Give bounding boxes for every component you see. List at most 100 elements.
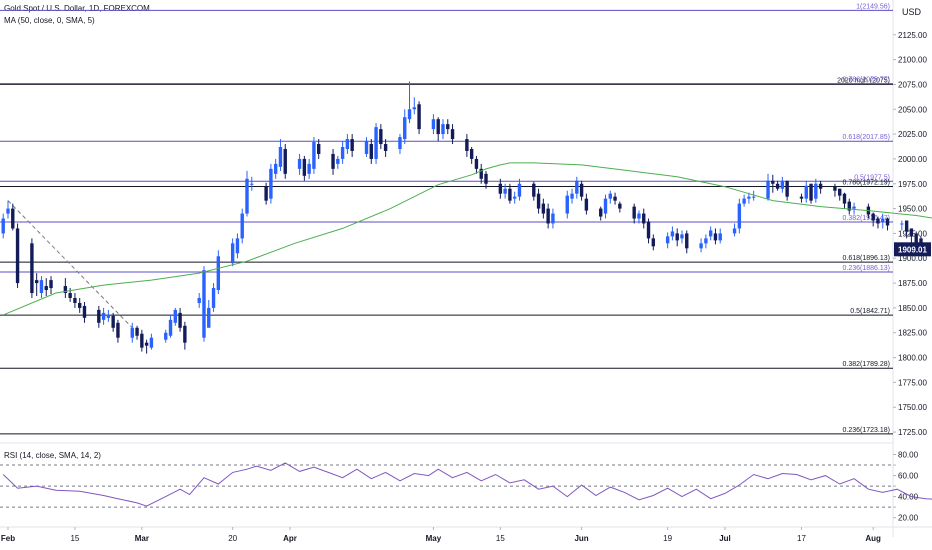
- candle-body: [278, 147, 283, 167]
- candle-body: [570, 193, 574, 199]
- price-axis-tick-label: 1875.00: [898, 279, 927, 288]
- level-label: 0.236(1723.18): [843, 427, 890, 434]
- level-label: 0.382(1936.47): [843, 215, 890, 222]
- candle-body: [642, 213, 646, 224]
- candle-body: [517, 183, 522, 197]
- candle-body: [407, 109, 412, 120]
- time-axis-tick-label: 15: [70, 534, 79, 543]
- level-label: 1(2149.56): [856, 3, 890, 10]
- candle-body: [637, 213, 641, 219]
- candle-body: [269, 168, 273, 199]
- candle-body: [317, 144, 321, 154]
- candle-body: [111, 315, 115, 328]
- candle-body: [732, 228, 737, 234]
- candle-body: [704, 238, 708, 244]
- candle-body: [350, 139, 354, 151]
- candle-body: [106, 314, 111, 318]
- candle-body: [474, 158, 479, 169]
- candle-body: [207, 307, 211, 328]
- candle-body: [833, 186, 837, 191]
- candle-body: [369, 144, 373, 159]
- price-axis-tick-label: 2100.00: [898, 56, 927, 65]
- level-label: 0.5(1842.71): [850, 308, 890, 315]
- time-axis-tick-label: 19: [663, 534, 672, 543]
- candle-body: [469, 148, 474, 159]
- rsi-axis-tick-label: 40.00: [898, 493, 919, 502]
- candle-body: [799, 196, 804, 199]
- rsi-axis-tick-label: 20.00: [898, 514, 919, 523]
- candle-body: [245, 178, 249, 214]
- price-axis-tick-label: 1775.00: [898, 378, 927, 387]
- candle-body: [747, 196, 751, 199]
- candle-body: [379, 129, 383, 145]
- candle-body: [584, 198, 589, 211]
- level-label: 0.382(1789.28): [843, 361, 890, 368]
- candle-body: [900, 223, 904, 225]
- candle-body: [852, 206, 856, 209]
- candle-body: [737, 203, 742, 229]
- candle-body: [183, 325, 187, 343]
- level-label: 0.618(1896.13): [843, 255, 890, 262]
- candle-body: [780, 180, 785, 189]
- price-axis-tick-label: 1750.00: [898, 403, 927, 412]
- candle-body: [541, 203, 546, 214]
- time-axis-tick-label: Aug: [865, 534, 881, 543]
- candle-body: [34, 280, 39, 284]
- candle-body: [307, 163, 311, 174]
- candle-body: [39, 280, 44, 294]
- candle-body: [718, 233, 722, 241]
- last-price-tag: [894, 242, 931, 257]
- time-axis-tick-label: Jul: [719, 534, 731, 543]
- candle-body: [847, 201, 851, 211]
- candle-body: [446, 124, 450, 130]
- candle-body: [665, 236, 670, 244]
- candle-body: [479, 168, 483, 179]
- candle-body: [345, 139, 350, 149]
- candle-body: [130, 327, 134, 338]
- candle-body: [508, 188, 512, 201]
- candle-body: [164, 332, 168, 340]
- candle-body: [250, 183, 254, 185]
- candle-body: [804, 185, 808, 199]
- candle-body: [6, 208, 10, 214]
- price-axis-tick-label: 2025.00: [898, 130, 927, 139]
- candle-body: [30, 243, 34, 294]
- candle-body: [297, 158, 302, 169]
- candle-body: [685, 233, 689, 249]
- candle-body: [230, 243, 235, 264]
- time-axis-tick-label: Apr: [283, 534, 297, 543]
- candle-body: [871, 213, 875, 221]
- candle-body: [383, 144, 388, 151]
- price-axis-tick-label: 1725.00: [898, 428, 927, 437]
- trendline: [7, 200, 133, 329]
- rsi-legend: RSI (14, close, SMA, 14, 2): [4, 451, 101, 460]
- candle-body: [431, 119, 436, 130]
- level-label: 0.5(1977.5): [854, 174, 890, 181]
- candle-body: [881, 218, 885, 222]
- candle-body: [876, 218, 880, 224]
- candle-body: [116, 322, 120, 338]
- candle-body: [809, 183, 813, 201]
- candle-body: [168, 319, 173, 336]
- time-axis-tick-label: 17: [797, 534, 806, 543]
- rsi-axis-tick-label: 60.00: [898, 472, 919, 481]
- rsi-axis-tick-label: 80.00: [898, 451, 919, 460]
- candle-body: [546, 208, 550, 224]
- candle-body: [441, 124, 445, 135]
- candle-body: [575, 180, 579, 194]
- candle-body: [78, 302, 82, 308]
- candle-body: [216, 256, 221, 291]
- candle-body: [73, 297, 77, 303]
- symbol-legend: Gold Spot / U.S. Dollar, 1D, FOREXCOM: [4, 4, 150, 13]
- candle-body: [699, 243, 703, 249]
- candle-body: [713, 233, 718, 241]
- candle-body: [235, 238, 240, 254]
- candle-body: [178, 312, 182, 328]
- candle-body: [771, 180, 775, 184]
- time-axis-tick-label: 20: [228, 534, 237, 543]
- candle-body: [331, 153, 335, 169]
- candle-body: [579, 183, 584, 197]
- candle-body: [312, 142, 316, 169]
- candle-body: [340, 147, 345, 159]
